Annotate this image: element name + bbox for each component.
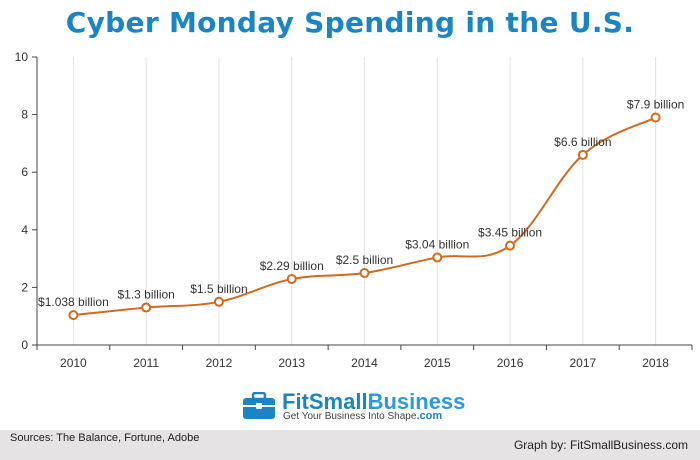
line-chart: 0 2 4 6 8 10 2010 2011 2012 2013 2014 2015 2016 2017 2… xyxy=(15,50,693,370)
data-label-2013: $2.29 billion xyxy=(260,259,324,273)
data-point-2016 xyxy=(505,240,516,251)
footer-bar: Sources: The Balance, Fortune, Adobe Gra… xyxy=(0,430,700,460)
y-tick-label-2: 2 xyxy=(21,280,28,294)
graph-credit: Graph by: FitSmallBusiness.com xyxy=(513,438,688,452)
y-tick-label-6: 6 xyxy=(21,165,28,179)
x-tick-label-2013: 2013 xyxy=(278,356,305,370)
logo-name-bold: FitSmall xyxy=(282,389,368,414)
x-tick-label-2012: 2012 xyxy=(206,356,233,370)
series-line xyxy=(73,116,657,317)
logo-tld: .com xyxy=(416,410,443,422)
y-tick-label-4: 4 xyxy=(21,223,28,237)
x-tick-label-2010: 2010 xyxy=(60,356,87,370)
data-label-2018: $7.9 billion xyxy=(627,97,684,111)
x-tick-label-2018: 2018 xyxy=(642,356,669,370)
data-labels: $1.038 billion $1.3 billion $1.5 billion $2… xyxy=(38,97,684,309)
data-label-2012: $1.5 billion xyxy=(190,282,247,296)
data-label-2014: $2.5 billion xyxy=(336,253,393,267)
logo-name-light: Business xyxy=(367,389,466,414)
x-tick-label-2011: 2011 xyxy=(133,356,159,370)
data-point-2015 xyxy=(432,252,443,263)
chart-axes xyxy=(32,56,693,350)
y-tick-label-8: 8 xyxy=(21,108,28,122)
data-point-2017 xyxy=(577,149,588,160)
chart-tick-labels: 0 2 4 6 8 10 2010 2011 2012 2013 2014 2015 2016 2017 2… xyxy=(15,50,670,370)
logo-name: FitSmallBusiness xyxy=(282,389,465,415)
x-tick-label-2017: 2017 xyxy=(569,356,596,370)
chart-grid xyxy=(72,57,657,345)
x-tick-label-2016: 2016 xyxy=(497,356,524,370)
y-tick-label-10: 10 xyxy=(15,50,29,64)
data-point-2013 xyxy=(286,274,297,285)
data-label-2017: $6.6 billion xyxy=(554,135,611,149)
x-tick-label-2014: 2014 xyxy=(351,356,378,370)
data-label-2016: $3.45 billion xyxy=(478,226,542,240)
data-points xyxy=(68,112,661,321)
data-point-2018 xyxy=(650,112,661,123)
chart-title: Cyber Monday Spending in the U.S. xyxy=(65,6,635,39)
y-tick-label-0: 0 xyxy=(21,338,28,352)
data-point-2010 xyxy=(68,310,79,321)
briefcase-icon xyxy=(243,392,275,419)
sources-text: Sources: The Balance, Fortune, Adobe xyxy=(10,432,200,444)
logo-tagline-text: Get Your Business Into Shape xyxy=(283,411,417,422)
fitsmallbusiness-logo: FitSmallBusiness Get Your Business Into … xyxy=(238,389,468,424)
data-point-2011 xyxy=(141,302,152,313)
x-tick-label-2015: 2015 xyxy=(424,356,451,370)
data-label-2011: $1.3 billion xyxy=(117,288,174,302)
data-label-2010: $1.038 billion xyxy=(38,295,109,309)
data-point-2012 xyxy=(213,296,224,307)
data-point-2014 xyxy=(359,268,370,278)
data-label-2015: $3.04 billion xyxy=(405,237,469,251)
logo-tagline: Get Your Business Into Shape.com xyxy=(283,410,442,422)
